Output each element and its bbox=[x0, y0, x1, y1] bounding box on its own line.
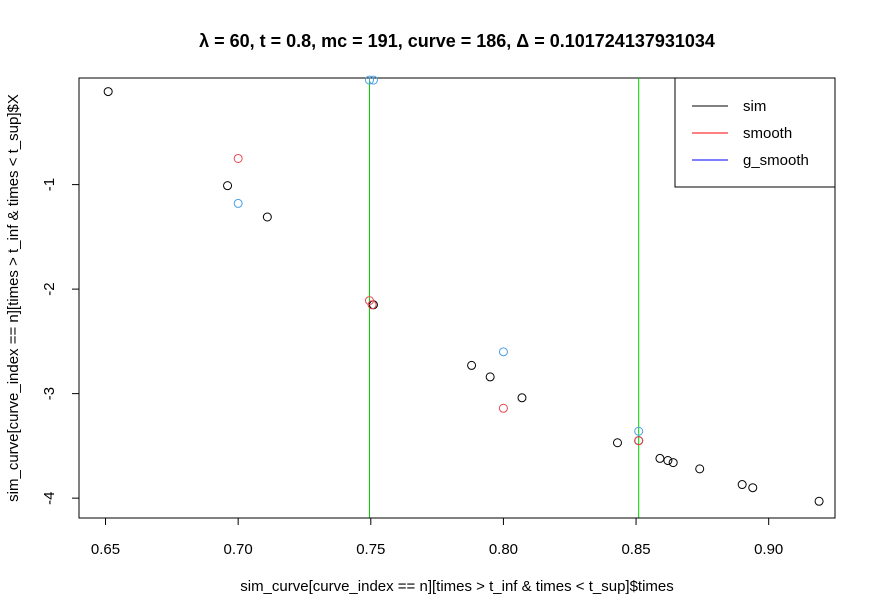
data-point bbox=[223, 181, 233, 191]
y-axis: -1 -2 -3 -4 bbox=[41, 178, 80, 505]
data-point bbox=[233, 153, 243, 163]
data-point bbox=[367, 300, 377, 310]
y-tick-label: -2 bbox=[41, 282, 58, 295]
x-axis-label: sim_curve[curve_index == n][times > t_in… bbox=[240, 578, 674, 595]
data-point bbox=[668, 458, 678, 468]
x-tick-label: 0.65 bbox=[91, 541, 120, 558]
legend-label: smooth bbox=[743, 125, 792, 142]
data-point bbox=[634, 436, 644, 446]
legend-label: sim bbox=[743, 98, 766, 115]
y-tick-label: -3 bbox=[41, 387, 58, 400]
data-point bbox=[612, 438, 622, 448]
data-point bbox=[498, 347, 508, 357]
data-point bbox=[498, 403, 508, 413]
y-axis-label: sim_curve[curve_index == n][times > t_in… bbox=[5, 94, 22, 502]
data-point bbox=[485, 372, 495, 382]
x-tick-label: 0.70 bbox=[224, 541, 253, 558]
data-point bbox=[655, 453, 665, 463]
data-point bbox=[663, 456, 673, 466]
data-point bbox=[233, 198, 243, 208]
legend: sim smooth g_smooth bbox=[674, 77, 836, 188]
x-tick-label: 0.90 bbox=[754, 541, 783, 558]
x-tick-label: 0.85 bbox=[621, 541, 650, 558]
x-tick-label: 0.80 bbox=[489, 541, 518, 558]
data-point bbox=[748, 483, 758, 493]
data-point bbox=[814, 496, 824, 506]
data-point bbox=[262, 212, 272, 222]
legend-label: g_smooth bbox=[743, 152, 809, 169]
data-point bbox=[695, 464, 705, 474]
y-tick-label: -1 bbox=[41, 178, 58, 191]
y-tick-label: -4 bbox=[41, 491, 58, 504]
data-point bbox=[368, 75, 378, 85]
vertical-reference-lines bbox=[368, 78, 640, 518]
chart-title: λ = 60, t = 0.8, mc = 191, curve = 186, … bbox=[199, 31, 715, 51]
x-axis: 0.65 0.70 0.75 0.80 0.85 0.90 bbox=[91, 517, 783, 558]
data-point bbox=[517, 393, 527, 403]
data-point bbox=[634, 426, 644, 436]
data-point bbox=[467, 360, 477, 370]
data-point bbox=[103, 87, 113, 97]
data-point bbox=[737, 480, 747, 490]
x-tick-label: 0.75 bbox=[356, 541, 385, 558]
data-point bbox=[364, 75, 374, 85]
data-points bbox=[103, 75, 824, 506]
